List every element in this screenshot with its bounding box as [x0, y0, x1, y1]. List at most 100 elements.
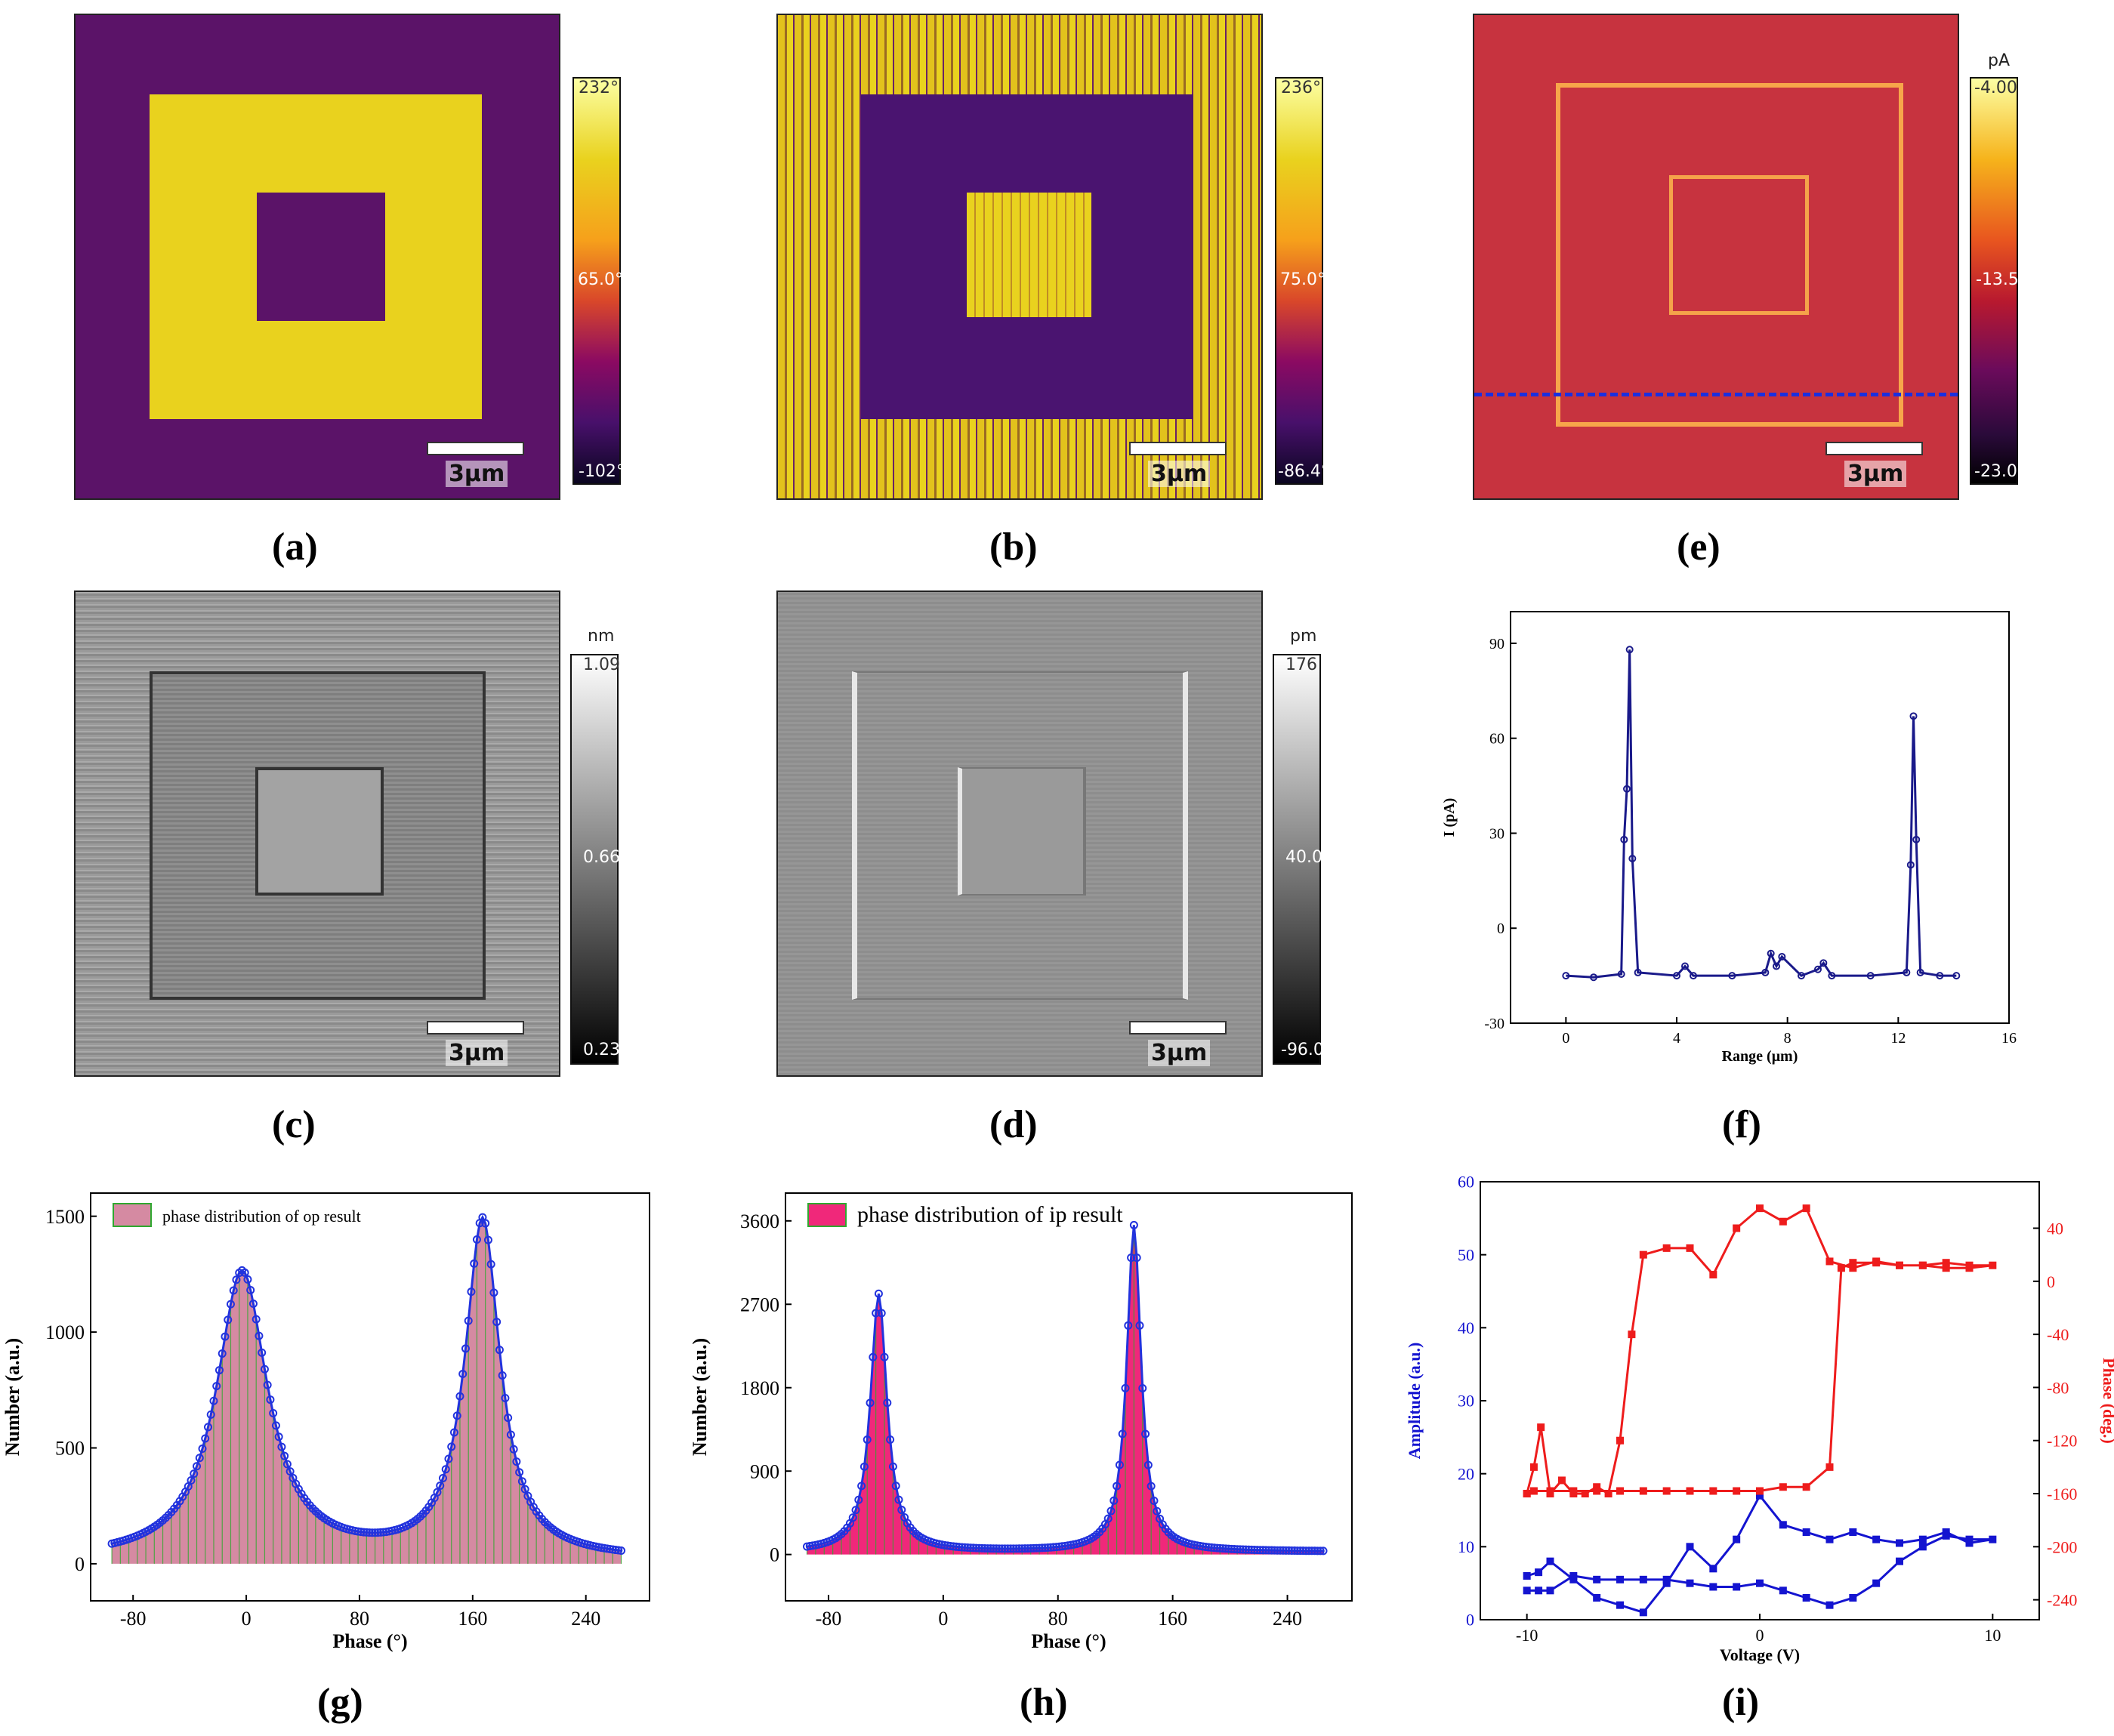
y-tick-label: -30: [1484, 1016, 1504, 1032]
data-point: [1253, 1546, 1262, 1555]
data-point: [998, 1544, 1007, 1553]
data-point-amplitude: [1639, 1608, 1647, 1617]
scale-bar: [427, 442, 524, 455]
y-tick-label: 1000: [45, 1321, 85, 1343]
data-point: [203, 1423, 212, 1432]
data-point: [955, 1543, 964, 1552]
y-tick-label: 60: [1458, 1173, 1474, 1192]
y2-tick-label: -240: [2047, 1591, 2077, 1610]
data-point: [614, 1546, 623, 1555]
x-axis-label: Voltage (V): [1720, 1645, 1800, 1664]
data-point-phase: [1686, 1487, 1694, 1495]
data-point: [470, 1259, 479, 1268]
data-point: [1153, 1506, 1162, 1516]
colorbar-e-unit: pA: [1988, 51, 2011, 70]
y-tick-label: 10: [1458, 1537, 1474, 1556]
data-point: [206, 1410, 215, 1419]
x-tick-label: 160: [458, 1608, 487, 1630]
data-point: [1798, 972, 1805, 980]
data-point: [886, 1435, 895, 1444]
colorbar-b: [1275, 77, 1323, 485]
data-point: [1634, 968, 1642, 976]
data-point: [883, 1398, 892, 1408]
data-point: [1284, 1546, 1293, 1555]
data-point: [958, 1543, 967, 1552]
data-point: [187, 1475, 196, 1485]
data-point: [859, 1462, 869, 1471]
data-point-phase: [1593, 1483, 1601, 1491]
data-point: [891, 1482, 900, 1491]
data-point: [1141, 1429, 1150, 1438]
data-point-phase: [1849, 1259, 1857, 1267]
scale-bar-label: 3μm: [1148, 461, 1211, 487]
data-point: [974, 1543, 983, 1553]
data-point: [498, 1371, 507, 1380]
colorbar-d-bottom: -96.0: [1281, 1041, 1324, 1059]
y-tick-label: 0: [770, 1544, 779, 1566]
data-point: [274, 1432, 283, 1442]
data-point: [1057, 1542, 1066, 1551]
data-point: [1218, 1544, 1227, 1553]
hysteresis-loop-chart: -10 0 10 0 10 20 30 40 50 60 Voltage (V) Amplitude …: [1405, 1173, 2114, 1664]
panel-h: -80 0 80 160 240 0 900 1800 2700 3600 Phase (°) Num…: [680, 1163, 1382, 1736]
data-point: [243, 1275, 252, 1284]
x-tick-label: 240: [1273, 1608, 1302, 1630]
y2-tick-label: -120: [2047, 1432, 2077, 1451]
data-point: [198, 1445, 207, 1454]
x-axis-label: Phase (°): [1031, 1630, 1106, 1652]
data-point: [1201, 1543, 1210, 1552]
data-point: [1290, 1546, 1299, 1556]
data-point-phase: [1593, 1487, 1601, 1495]
scale-bar-label: 3μm: [446, 461, 508, 487]
data-point-amplitude: [1802, 1528, 1810, 1536]
data-point-amplitude: [1872, 1579, 1881, 1587]
y-tick-label: 0: [75, 1553, 85, 1575]
data-point: [433, 1488, 442, 1497]
colorbar-e: [1970, 77, 2018, 485]
data-point: [972, 1543, 981, 1553]
line-profile-marker: [1474, 393, 1958, 396]
data-point: [221, 1332, 230, 1341]
data-point-phase: [1942, 1264, 1950, 1272]
data-point-amplitude: [1756, 1579, 1764, 1587]
data-point: [362, 1528, 371, 1537]
panel-label-a: (a): [272, 526, 318, 569]
colorbar-a: [572, 77, 621, 485]
data-point-amplitude: [1918, 1535, 1927, 1543]
data-point: [1029, 1543, 1038, 1553]
scale-bar-label: 3μm: [1844, 461, 1907, 487]
panel-label-f: (f): [1722, 1103, 1761, 1146]
data-point: [1006, 1544, 1015, 1553]
x-tick-label: 12: [1890, 1030, 1906, 1047]
x-tick-label: -80: [816, 1608, 842, 1630]
data-point-amplitude: [1616, 1575, 1624, 1583]
data-point: [1023, 1544, 1032, 1553]
scale-bar: [427, 1021, 524, 1035]
colorbar-c-mid: 0.66: [583, 848, 620, 867]
data-point: [1239, 1545, 1248, 1554]
data-point-phase: [1733, 1487, 1741, 1495]
data-point: [269, 1409, 278, 1418]
inner-square-edge: [1669, 175, 1809, 315]
data-point: [246, 1285, 255, 1294]
x-axis-label: Phase (°): [332, 1630, 407, 1652]
data-point: [874, 1289, 883, 1298]
data-point: [1773, 962, 1780, 970]
y-tick-label: 50: [1458, 1245, 1474, 1264]
data-point: [495, 1346, 504, 1355]
colorbar-b-top: 236°: [1281, 79, 1321, 97]
data-point: [1227, 1544, 1236, 1553]
data-point: [193, 1462, 202, 1471]
data-point-phase: [1662, 1244, 1671, 1252]
data-point-phase: [1546, 1487, 1554, 1495]
colorbar-c: [570, 654, 619, 1065]
data-point: [1041, 1543, 1050, 1553]
inner-square-domain: [257, 193, 385, 321]
data-point: [1109, 1496, 1119, 1505]
data-point: [888, 1462, 897, 1471]
colorbar-d-unit: pm: [1290, 627, 1317, 646]
data-point: [1103, 1514, 1113, 1523]
data-point: [1143, 1460, 1153, 1469]
data-point: [489, 1288, 498, 1297]
data-point: [1293, 1546, 1302, 1556]
